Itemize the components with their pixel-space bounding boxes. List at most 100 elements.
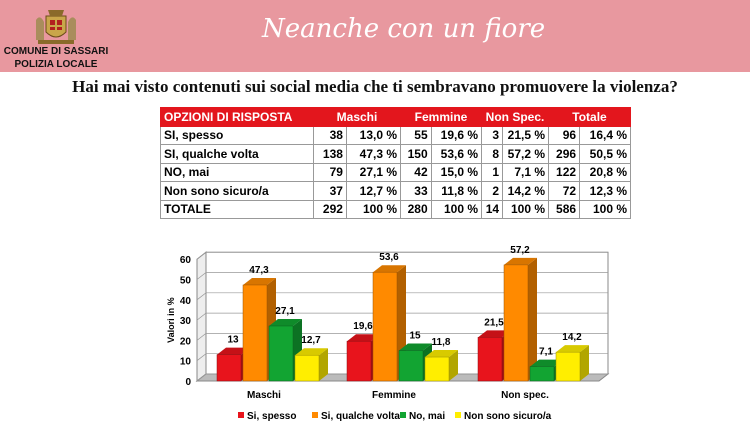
count-cell: 138	[313, 144, 347, 164]
legend-swatch	[312, 412, 318, 418]
bar-top	[295, 348, 328, 356]
header-femmine: Femmine	[400, 107, 482, 127]
data-label: 47,3	[249, 265, 269, 276]
header-non-spec: Non Spec.	[481, 107, 549, 127]
bar-non-sono-sicuro-a	[294, 354, 320, 382]
question-title: Hai mai visto contenuti sui social media…	[72, 77, 678, 96]
legend-swatch	[400, 412, 406, 418]
table-row: SI, qualche volta 138 47,3 % 150 53,6 % 8 57,2…	[160, 144, 631, 164]
bar-chart: 0 10 20 30 40 50 60 Valori in % 13 47,3 27,1 12,7 Ma…	[166, 245, 610, 422]
percent-cell: 47,3 %	[345, 144, 402, 164]
count-cell: 42	[400, 162, 432, 182]
x-tick-label: Maschi	[247, 390, 281, 401]
bar-no--mai	[268, 325, 294, 382]
data-label: 13	[227, 335, 239, 346]
legend-item: Si, qualche volta	[321, 411, 400, 422]
x-tick-label: Femmine	[372, 390, 416, 401]
bar-top	[347, 334, 380, 342]
org-name: COMUNE DI SASSARI	[3, 46, 109, 57]
data-label: 19,6	[353, 321, 373, 332]
count-cell: 122	[547, 162, 581, 182]
bar-top	[399, 343, 432, 351]
bar-side	[449, 350, 458, 381]
y-tick-label: 20	[180, 336, 192, 347]
data-label: 7,1	[539, 347, 553, 358]
legend-item: Non sono sicuro/a	[464, 411, 552, 422]
percent-cell: 21,5 %	[502, 125, 549, 145]
y-tick-label: 40	[180, 296, 192, 307]
bar-si--qualche-volta	[242, 284, 268, 382]
percent-cell: 15,0 %	[430, 162, 483, 182]
legend-item: Si, spesso	[247, 411, 296, 422]
percent-cell: 19,6 %	[430, 125, 483, 145]
header-band: COMUNE DI SASSARI POLIZIA LOCALE Neanche…	[0, 0, 750, 72]
percent-cell: 57,2 %	[502, 144, 549, 164]
count-cell: 296	[547, 144, 581, 164]
bar-si--qualche-volta	[503, 264, 529, 382]
gridline	[196, 373, 608, 382]
bar-no--mai	[529, 366, 555, 382]
bar-non-sono-sicuro-a	[555, 351, 581, 382]
gridline	[196, 333, 608, 341]
option-label: NO, mai	[160, 162, 314, 182]
option-label: SI, qualche volta	[160, 144, 314, 164]
data-label: 53,6	[379, 252, 399, 263]
table-header-row: OPZIONI DI RISPOSTA Maschi Femmine Non S…	[160, 107, 631, 127]
bar-top	[478, 330, 511, 338]
count-cell: 38	[313, 125, 347, 145]
bar-side	[528, 257, 537, 381]
percent-cell: 16,4 %	[579, 125, 631, 145]
option-label: TOTALE	[160, 199, 314, 219]
y-tick-label: 60	[180, 255, 192, 266]
count-cell: 280	[400, 199, 432, 219]
option-label: SI, spesso	[160, 125, 314, 145]
gridline	[196, 251, 608, 260]
y-tick-label: 10	[180, 357, 192, 368]
results-table: OPZIONI DI RISPOSTA Maschi Femmine Non S…	[160, 107, 631, 219]
data-label: 57,2	[510, 245, 530, 256]
x-tick-label: Non spec.	[501, 390, 549, 401]
bar-si--spesso	[346, 340, 372, 382]
bar-top	[425, 350, 458, 358]
bar-no--mai	[398, 350, 424, 382]
percent-cell: 20,8 %	[579, 162, 631, 182]
data-label: 11,8	[432, 337, 451, 348]
header-maschi: Maschi	[313, 107, 401, 127]
table-row: TOTALE 292 100 % 280 100 % 14 100 % 586 100 %	[160, 199, 631, 219]
count-cell: 292	[313, 199, 347, 219]
count-cell: 79	[313, 162, 347, 182]
bar-top	[530, 359, 563, 367]
slogan: Neanche con un fiore	[262, 14, 546, 44]
coat-of-arms-logo	[36, 10, 76, 44]
org-department: POLIZIA LOCALE	[14, 59, 98, 70]
bar-si--spesso	[477, 337, 503, 382]
legend-swatch	[238, 412, 244, 418]
percent-cell: 13,0 %	[345, 125, 402, 145]
table-row: SI, spesso 38 13,0 % 55 19,6 % 3 21,5 % 96 16,4 …	[160, 125, 631, 145]
count-cell: 37	[313, 181, 347, 201]
count-cell: 8	[480, 144, 504, 164]
percent-cell: 100 %	[579, 199, 631, 219]
bar-si--qualche-volta	[372, 271, 398, 382]
gridline	[196, 272, 608, 280]
count-cell: 3	[480, 125, 504, 145]
percent-cell: 11,8 %	[430, 181, 483, 201]
bar-si--spesso	[216, 354, 242, 382]
y-axis-label: Valori in %	[166, 297, 176, 343]
data-label: 14,2	[562, 332, 582, 343]
bar-top	[243, 277, 276, 285]
percent-cell: 53,6 %	[430, 144, 483, 164]
data-label: 15	[409, 331, 421, 342]
gridline	[196, 353, 608, 361]
percent-cell: 100 %	[502, 199, 549, 219]
data-label: 21,5	[484, 317, 504, 328]
y-tick-label: 0	[185, 377, 191, 388]
count-cell: 150	[400, 144, 432, 164]
percent-cell: 12,3 %	[579, 181, 631, 201]
count-cell: 14	[480, 199, 504, 219]
bar-top	[269, 318, 302, 326]
bar-side	[319, 348, 328, 381]
percent-cell: 12,7 %	[345, 181, 402, 201]
header-totale: Totale	[548, 107, 631, 127]
count-cell: 96	[547, 125, 581, 145]
